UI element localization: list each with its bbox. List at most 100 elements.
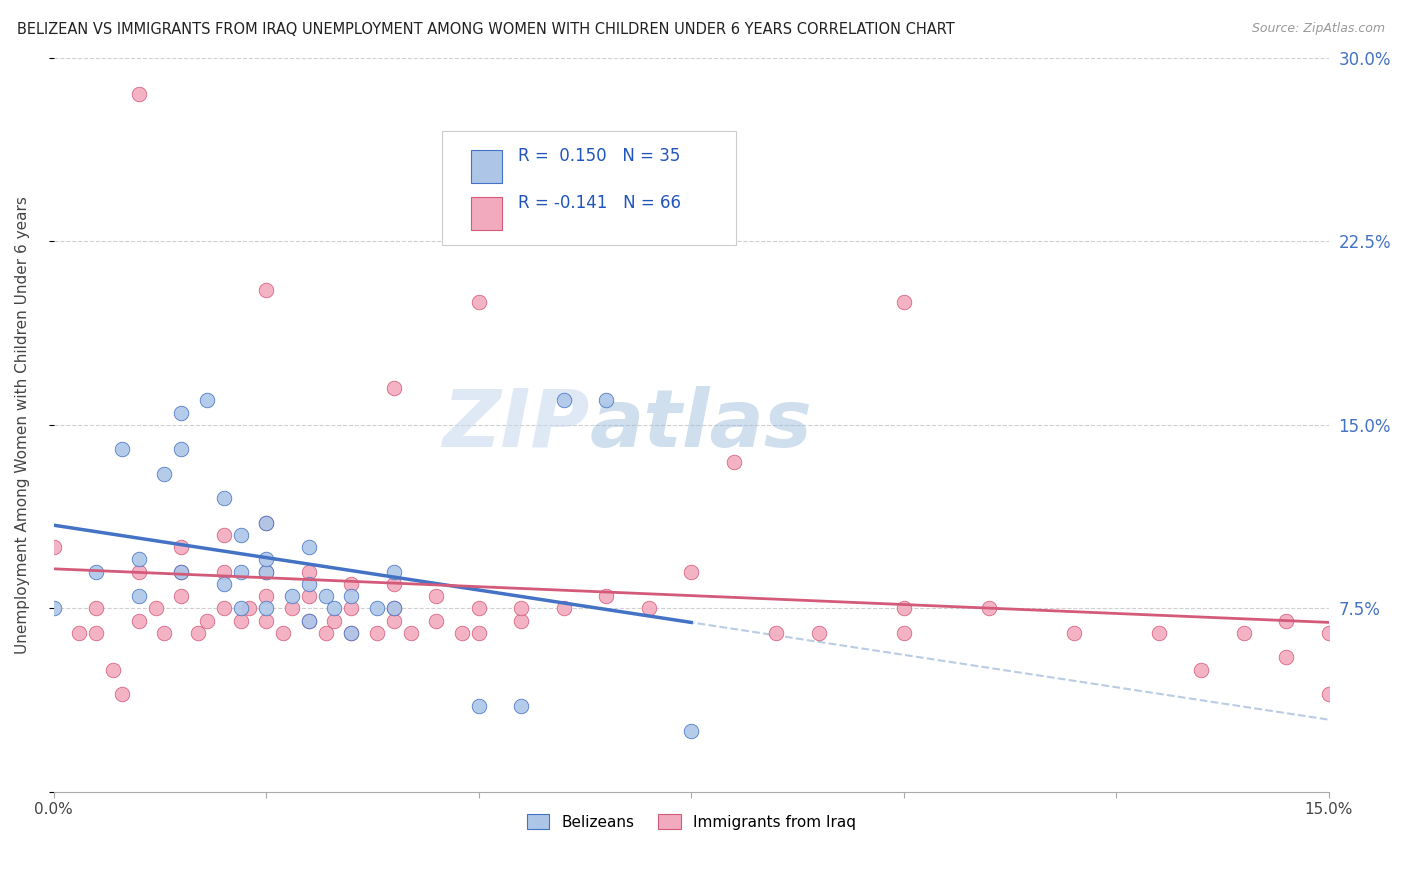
Text: ZIP: ZIP	[441, 386, 589, 464]
Point	[553, 601, 575, 615]
Point	[195, 393, 218, 408]
Point	[1275, 614, 1298, 628]
Point	[399, 625, 422, 640]
Point	[467, 625, 489, 640]
Point	[128, 565, 150, 579]
Point	[681, 723, 703, 738]
Point	[467, 601, 489, 615]
Point	[170, 565, 193, 579]
Point	[271, 625, 294, 640]
Point	[145, 601, 167, 615]
Point	[425, 589, 447, 603]
Point	[229, 614, 252, 628]
Point	[254, 589, 277, 603]
Point	[298, 540, 321, 554]
Point	[254, 565, 277, 579]
Point	[42, 601, 65, 615]
Text: R = -0.141   N = 66: R = -0.141 N = 66	[517, 194, 681, 211]
Point	[170, 406, 193, 420]
Point	[195, 614, 218, 628]
Point	[212, 491, 235, 506]
Point	[254, 552, 277, 566]
Text: atlas: atlas	[589, 386, 811, 464]
Point	[595, 589, 617, 603]
Point	[298, 589, 321, 603]
Point	[170, 589, 193, 603]
Point	[254, 283, 277, 297]
Point	[298, 565, 321, 579]
Text: R =  0.150   N = 35: R = 0.150 N = 35	[517, 147, 681, 165]
Point	[1147, 625, 1170, 640]
Point	[298, 614, 321, 628]
Point	[893, 295, 915, 310]
Point	[67, 625, 90, 640]
Point	[254, 614, 277, 628]
Point	[153, 625, 176, 640]
Point	[467, 295, 489, 310]
Point	[382, 601, 405, 615]
Point	[128, 552, 150, 566]
Point	[110, 442, 132, 457]
Point	[153, 467, 176, 481]
Point	[212, 565, 235, 579]
Point	[977, 601, 1000, 615]
Point	[340, 625, 363, 640]
Point	[170, 540, 193, 554]
Point	[254, 565, 277, 579]
Point	[467, 699, 489, 714]
Point	[637, 601, 659, 615]
Point	[229, 601, 252, 615]
Point	[366, 601, 388, 615]
Point	[553, 393, 575, 408]
Point	[254, 516, 277, 530]
Point	[315, 589, 337, 603]
Point	[323, 601, 346, 615]
Point	[382, 381, 405, 395]
Point	[1317, 687, 1340, 701]
Point	[340, 577, 363, 591]
Point	[765, 625, 787, 640]
Point	[723, 454, 745, 468]
Point	[187, 625, 209, 640]
Point	[510, 614, 533, 628]
Text: BELIZEAN VS IMMIGRANTS FROM IRAQ UNEMPLOYMENT AMONG WOMEN WITH CHILDREN UNDER 6 : BELIZEAN VS IMMIGRANTS FROM IRAQ UNEMPLO…	[17, 22, 955, 37]
Point	[681, 565, 703, 579]
Point	[340, 589, 363, 603]
Point	[229, 565, 252, 579]
Point	[170, 442, 193, 457]
Point	[510, 601, 533, 615]
Point	[280, 601, 302, 615]
Point	[84, 625, 107, 640]
Point	[382, 565, 405, 579]
Point	[340, 625, 363, 640]
Y-axis label: Unemployment Among Women with Children Under 6 years: Unemployment Among Women with Children U…	[15, 196, 30, 654]
Point	[128, 589, 150, 603]
Point	[212, 601, 235, 615]
FancyBboxPatch shape	[471, 196, 502, 229]
Point	[298, 614, 321, 628]
Point	[254, 516, 277, 530]
Point	[425, 614, 447, 628]
Point	[323, 614, 346, 628]
Point	[382, 601, 405, 615]
Point	[280, 589, 302, 603]
Text: Source: ZipAtlas.com: Source: ZipAtlas.com	[1251, 22, 1385, 36]
Point	[128, 614, 150, 628]
Legend: Belizeans, Immigrants from Iraq: Belizeans, Immigrants from Iraq	[520, 807, 862, 836]
Point	[1317, 625, 1340, 640]
Point	[212, 528, 235, 542]
Point	[170, 565, 193, 579]
Point	[382, 614, 405, 628]
Point	[893, 625, 915, 640]
Point	[893, 601, 915, 615]
Point	[595, 393, 617, 408]
Point	[212, 577, 235, 591]
Point	[1189, 663, 1212, 677]
Point	[84, 601, 107, 615]
FancyBboxPatch shape	[471, 150, 502, 183]
Point	[340, 601, 363, 615]
Point	[315, 625, 337, 640]
Point	[366, 625, 388, 640]
Point	[382, 577, 405, 591]
Point	[101, 663, 124, 677]
